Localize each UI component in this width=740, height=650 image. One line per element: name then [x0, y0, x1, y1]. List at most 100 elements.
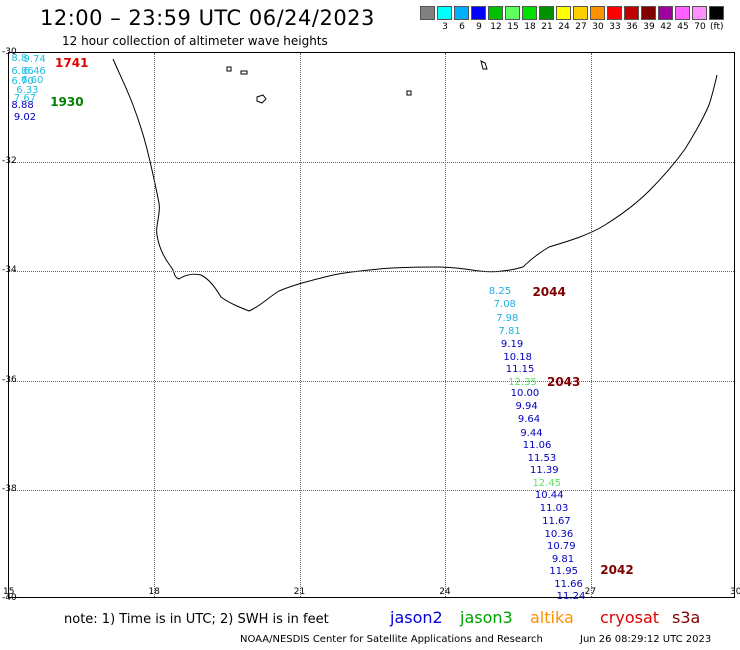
wave-height-label: 9.74 — [23, 54, 46, 66]
wave-height-label: 8.25 — [488, 285, 512, 297]
credit-text: NOAA/NESDIS Center for Satellite Applica… — [240, 634, 543, 645]
legend-tick-label: 30 — [592, 22, 604, 32]
wave-height-label: 6.70 — [11, 75, 34, 87]
wave-height-label: 11.95 — [549, 566, 579, 578]
coastline — [112, 58, 718, 312]
legend-swatch — [624, 6, 639, 20]
grid-line-vertical — [590, 53, 592, 597]
wave-height-label: 9.64 — [517, 414, 541, 426]
legend-swatch — [658, 6, 673, 20]
wave-height-label: 7.98 — [496, 312, 519, 324]
legend-tick-label: 33 — [609, 22, 621, 32]
wave-height-label: 12.45 — [532, 477, 562, 489]
island-1 — [226, 66, 232, 72]
wave-height-label: 11.53 — [527, 452, 557, 464]
wave-height-label: 10.79 — [546, 541, 576, 553]
footer-note: note: 1) Time is in UTC; 2) SWH is in fe… — [64, 612, 329, 627]
satellite-label: jason3 — [460, 608, 513, 627]
wave-height-label: 10.44 — [534, 489, 564, 501]
timestamp-text: Jun 26 08:29:12 UTC 2023 — [580, 634, 712, 645]
x-tick-label: 18 — [148, 587, 160, 597]
y-tick-label: -38 — [2, 483, 17, 494]
wave-height-label: 11.67 — [542, 516, 571, 527]
legend-swatch — [590, 6, 605, 20]
legend-swatch — [471, 6, 486, 20]
satellite-label: s3a — [672, 608, 701, 627]
legend-tick-label: 70 — [694, 22, 706, 32]
wave-height-label: 11.15 — [505, 364, 535, 376]
satellite-label: cryosat — [600, 608, 660, 627]
legend-tick-label: 12 — [490, 22, 502, 32]
grid-line-vertical — [299, 53, 301, 597]
legend-swatch — [641, 6, 656, 20]
legend-swatch — [420, 6, 435, 20]
wave-height-label: 7.81 — [498, 326, 521, 337]
wave-height-label: 9.02 — [13, 111, 37, 123]
pass-time-label: 1741 — [55, 56, 89, 71]
wave-height-label: 9.94 — [515, 401, 538, 413]
satellite-label: altika — [530, 608, 574, 627]
legend-tick-label: 36 — [626, 22, 638, 32]
legend-swatch — [675, 6, 690, 20]
legend-tick-label: 45 — [677, 22, 689, 32]
grid-line-vertical — [445, 53, 447, 597]
grid-line-vertical — [154, 53, 156, 597]
x-tick-label: 30 — [730, 587, 740, 597]
legend-unit: (ft) — [710, 22, 724, 32]
legend-swatch — [505, 6, 520, 20]
grid-line-horizontal — [9, 489, 734, 491]
legend-swatch — [573, 6, 588, 20]
map-plot: 15 18 21 24 27 30 -30 -32 -34 -36 -38 -40 8.25 7.08 7.… — [2, 47, 740, 603]
legend-tick-label: 39 — [643, 22, 655, 32]
pass-time-label: 2043 — [546, 375, 581, 390]
wave-height-label: 9.19 — [500, 339, 524, 351]
legend-swatch — [437, 6, 452, 20]
island-2 — [240, 70, 248, 75]
pass-time-label: 1930 — [50, 94, 84, 109]
wave-height-label: 10.36 — [544, 529, 574, 541]
legend-tick-label: 6 — [459, 22, 465, 32]
map-title: 12:00 – 23:59 UTC 06/24/2023 — [40, 6, 375, 30]
legend-tick-label: 18 — [524, 22, 536, 32]
island-4 — [480, 60, 488, 70]
legend-tick-label: 27 — [575, 22, 587, 32]
wave-height-label: 9.44 — [520, 427, 543, 439]
y-tick-label: -34 — [2, 265, 17, 276]
legend-swatch — [488, 6, 503, 20]
wave-height-label: 11.03 — [539, 502, 569, 514]
wave-height-label: 10.00 — [510, 388, 540, 400]
wave-height-label: 6.33 — [16, 84, 39, 96]
island-3 — [256, 94, 267, 104]
wave-height-label: 12.35 — [508, 377, 537, 389]
wave-height-label: 11.66 — [554, 579, 583, 591]
legend-tick-label: 42 — [660, 22, 672, 32]
legend-swatch — [454, 6, 469, 20]
wave-height-label: 7.08 — [493, 298, 516, 310]
legend-tick-label: 15 — [507, 22, 519, 32]
legend-tick-label: 9 — [476, 22, 482, 32]
island-5 — [406, 90, 412, 96]
legend-swatch — [522, 6, 537, 20]
y-tick-label: -30 — [2, 47, 17, 57]
pass-time-label: 2042 — [600, 563, 634, 578]
wave-height-label: 6.60 — [21, 74, 44, 86]
wave-height-label: 10.18 — [503, 352, 532, 364]
legend-tick-label: 3 — [442, 22, 448, 32]
legend-swatch — [709, 6, 724, 20]
wave-height-label: 6.86 — [11, 66, 34, 78]
y-tick-label: -40 — [2, 593, 17, 603]
pass-time-label: 2044 — [532, 284, 566, 299]
x-tick-label: 24 — [439, 587, 451, 597]
legend-swatch — [692, 6, 707, 20]
legend-swatch — [556, 6, 571, 20]
legend-swatch — [607, 6, 622, 20]
x-tick-label: 27 — [584, 587, 597, 597]
y-tick-label: -32 — [2, 156, 17, 167]
wave-height-label: 7.67 — [13, 93, 37, 105]
wave-height-label: 11.39 — [530, 464, 559, 476]
x-tick-label: 21 — [293, 587, 306, 597]
legend-tick-label: 21 — [541, 22, 553, 32]
grid-line-horizontal — [9, 162, 734, 164]
grid-line-horizontal — [9, 271, 734, 273]
wave-height-label: 6.46 — [23, 66, 46, 78]
